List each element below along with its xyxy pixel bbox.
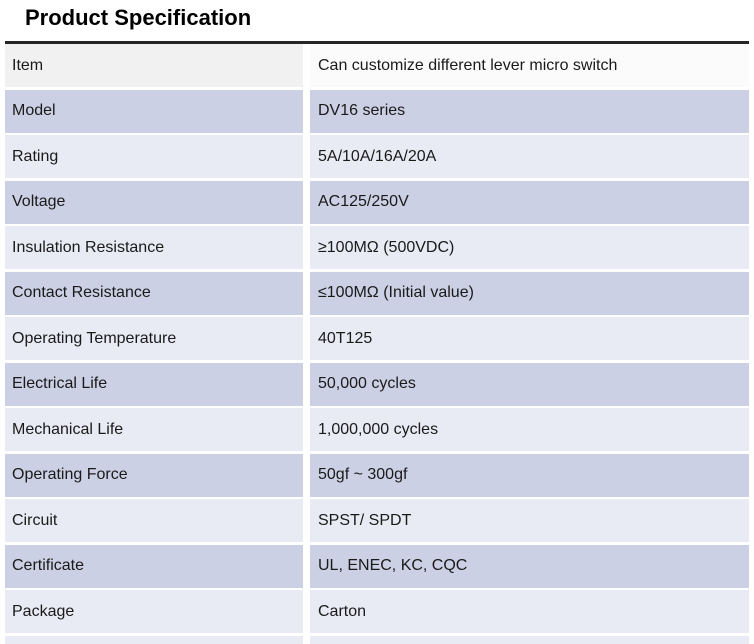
spec-label: Contact Resistance	[5, 271, 303, 315]
spec-label: Operating Force	[5, 453, 303, 497]
spec-label: Rating	[5, 135, 303, 178]
spec-label: Voltage	[5, 180, 303, 224]
spec-value	[310, 635, 749, 644]
table-row: Rating 5A/10A/16A/20A	[5, 135, 749, 178]
spec-value: SPST/ SPDT	[310, 499, 749, 542]
spec-value: 50gf ~ 300gf	[310, 453, 749, 497]
table-row: Circuit SPST/ SPDT	[5, 499, 749, 542]
table-row: Voltage AC125/250V	[5, 180, 749, 224]
table-row: Electrical Life 50,000 cycles	[5, 362, 749, 406]
spec-value: 40T125	[310, 317, 749, 360]
spec-label: Electrical Life	[5, 362, 303, 406]
spec-label: Mechanical Life	[5, 408, 303, 451]
spec-value: ≥100MΩ (500VDC)	[310, 226, 749, 269]
page-title: Product Specification	[25, 5, 252, 30]
spec-value: AC125/250V	[310, 180, 749, 224]
spec-label: Circuit	[5, 499, 303, 542]
table-row: Model DV16 series	[5, 89, 749, 133]
table-row: Insulation Resistance ≥100MΩ (500VDC)	[5, 226, 749, 269]
spec-value: Can customize different lever micro swit…	[310, 44, 749, 87]
spec-label: Certificate	[5, 544, 303, 588]
spec-label: Model	[5, 89, 303, 133]
spec-table: Item Can customize different lever micro…	[5, 41, 749, 644]
table-row: Package Carton	[5, 590, 749, 633]
table-row: Certificate UL, ENEC, KC, CQC	[5, 544, 749, 588]
table-row: Mechanical Life 1,000,000 cycles	[5, 408, 749, 451]
spec-label: Operating Temperature	[5, 317, 303, 360]
spec-label: Insulation Resistance	[5, 226, 303, 269]
spec-label	[5, 635, 303, 644]
spec-value: 5A/10A/16A/20A	[310, 135, 749, 178]
spec-value: 1,000,000 cycles	[310, 408, 749, 451]
spec-value: ≤100MΩ (Initial value)	[310, 271, 749, 315]
table-row-partial-cutoff	[5, 635, 749, 644]
spec-value: Carton	[310, 590, 749, 633]
spec-label: Item	[5, 44, 303, 87]
table-row: Item Can customize different lever micro…	[5, 44, 749, 87]
spec-value: UL, ENEC, KC, CQC	[310, 544, 749, 588]
spec-label: Package	[5, 590, 303, 633]
spec-value: 50,000 cycles	[310, 362, 749, 406]
table-row: Operating Temperature 40T125	[5, 317, 749, 360]
table-row: Contact Resistance ≤100MΩ (Initial value…	[5, 271, 749, 315]
table-row: Operating Force 50gf ~ 300gf	[5, 453, 749, 497]
spec-value: DV16 series	[310, 89, 749, 133]
